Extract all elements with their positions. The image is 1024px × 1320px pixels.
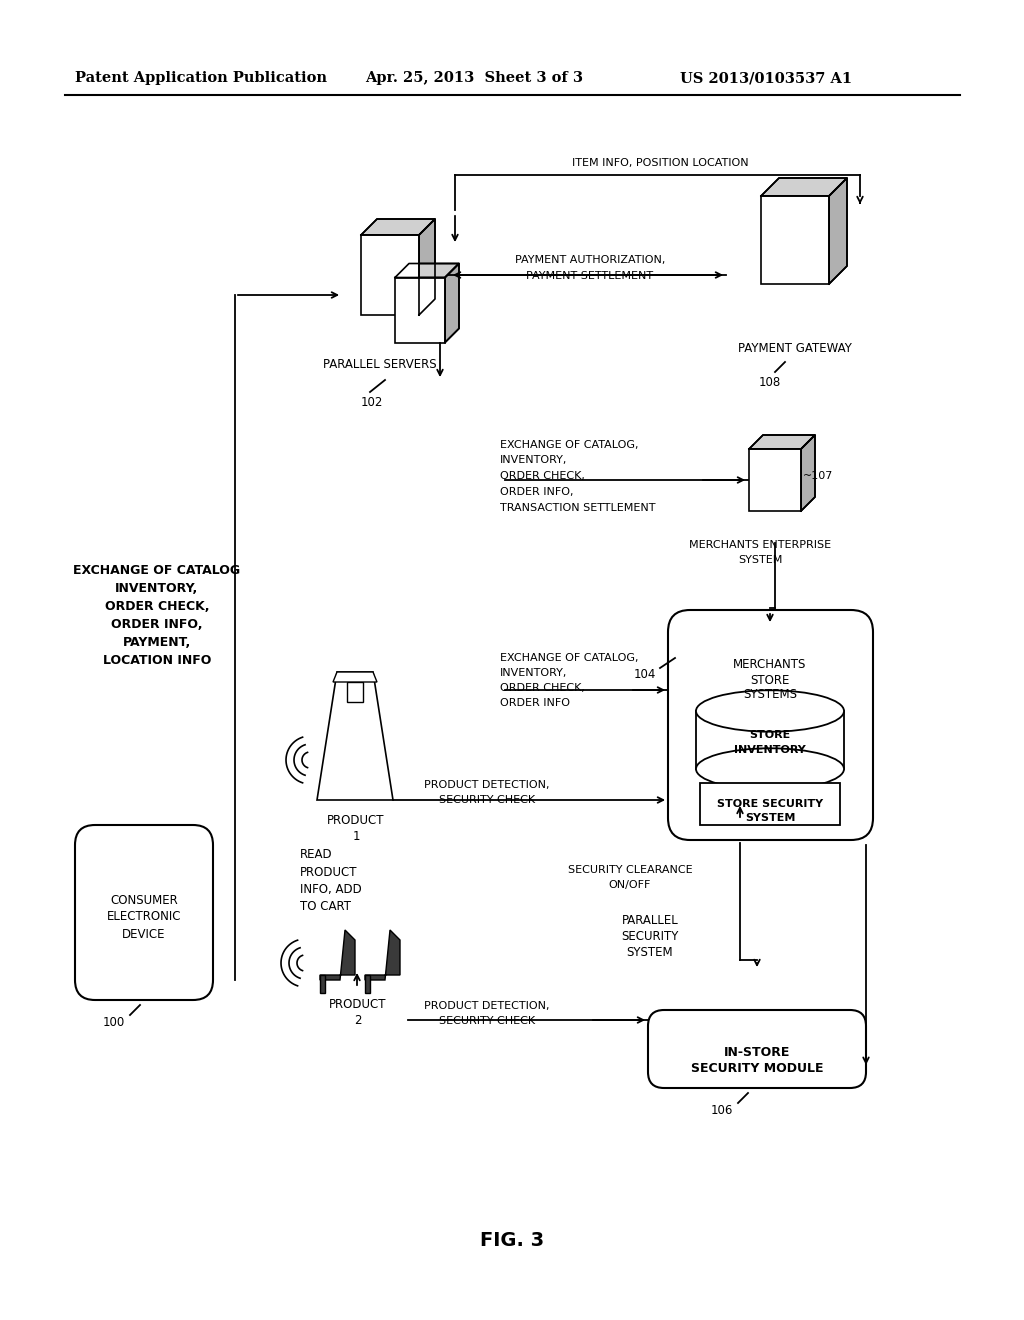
- FancyBboxPatch shape: [75, 825, 213, 1001]
- Text: CONSUMER: CONSUMER: [111, 894, 178, 907]
- Text: 104: 104: [634, 668, 656, 681]
- Text: Apr. 25, 2013  Sheet 3 of 3: Apr. 25, 2013 Sheet 3 of 3: [365, 71, 583, 84]
- FancyBboxPatch shape: [648, 1010, 866, 1088]
- Polygon shape: [319, 931, 355, 979]
- Text: PAYMENT GATEWAY: PAYMENT GATEWAY: [738, 342, 852, 355]
- Text: 100: 100: [102, 1015, 125, 1028]
- Text: ITEM INFO, POSITION LOCATION: ITEM INFO, POSITION LOCATION: [571, 158, 749, 168]
- Polygon shape: [761, 178, 847, 195]
- Text: MERCHANTS: MERCHANTS: [733, 659, 807, 672]
- Text: INVENTORY,: INVENTORY,: [116, 582, 199, 594]
- Text: DEVICE: DEVICE: [122, 928, 166, 940]
- Text: EXCHANGE OF CATALOG: EXCHANGE OF CATALOG: [74, 564, 241, 577]
- Polygon shape: [317, 672, 393, 800]
- Bar: [761, 195, 829, 284]
- Text: 2: 2: [354, 1014, 361, 1027]
- Text: READ: READ: [300, 849, 333, 862]
- Text: MERCHANTS ENTERPRISE: MERCHANTS ENTERPRISE: [689, 540, 831, 550]
- Text: Patent Application Publication: Patent Application Publication: [75, 71, 327, 84]
- Text: PAYMENT AUTHORIZATION,: PAYMENT AUTHORIZATION,: [515, 255, 666, 265]
- Polygon shape: [801, 436, 815, 511]
- FancyBboxPatch shape: [668, 610, 873, 840]
- Polygon shape: [365, 931, 400, 979]
- Text: EXCHANGE OF CATALOG,: EXCHANGE OF CATALOG,: [500, 653, 639, 663]
- Text: SECURITY CHECK: SECURITY CHECK: [439, 1016, 536, 1026]
- Polygon shape: [395, 264, 459, 277]
- Bar: [700, 783, 840, 825]
- Text: 108: 108: [759, 375, 781, 388]
- Polygon shape: [696, 711, 844, 770]
- Text: INVENTORY,: INVENTORY,: [500, 668, 567, 678]
- Text: PRODUCT: PRODUCT: [328, 813, 385, 826]
- Polygon shape: [361, 219, 435, 235]
- Text: ELECTRONIC: ELECTRONIC: [106, 911, 181, 924]
- Text: SYSTEM: SYSTEM: [744, 813, 796, 822]
- Text: PARALLEL: PARALLEL: [622, 913, 678, 927]
- Bar: [395, 277, 445, 342]
- Polygon shape: [365, 975, 370, 993]
- Text: ORDER CHECK,: ORDER CHECK,: [104, 599, 209, 612]
- Text: US 2013/0103537 A1: US 2013/0103537 A1: [680, 71, 852, 84]
- Text: PRODUCT DETECTION,: PRODUCT DETECTION,: [424, 1001, 550, 1011]
- Text: ORDER INFO,: ORDER INFO,: [112, 618, 203, 631]
- Text: IN-STORE: IN-STORE: [724, 1045, 791, 1059]
- Text: SECURITY: SECURITY: [622, 929, 679, 942]
- Text: 106: 106: [711, 1104, 733, 1117]
- Text: SECURITY MODULE: SECURITY MODULE: [691, 1061, 823, 1074]
- Polygon shape: [319, 975, 325, 993]
- Text: SYSTEM: SYSTEM: [627, 945, 674, 958]
- Polygon shape: [445, 264, 459, 342]
- Text: LOCATION INFO: LOCATION INFO: [102, 653, 211, 667]
- Text: PRODUCT DETECTION,: PRODUCT DETECTION,: [424, 780, 550, 789]
- Text: PAYMENT SETTLEMENT: PAYMENT SETTLEMENT: [526, 271, 653, 281]
- Text: TO CART: TO CART: [300, 899, 351, 912]
- Ellipse shape: [696, 690, 844, 731]
- Text: INVENTORY: INVENTORY: [734, 744, 806, 755]
- Text: 102: 102: [360, 396, 383, 408]
- Bar: [749, 449, 801, 511]
- Text: SECURITY CHECK: SECURITY CHECK: [439, 795, 536, 805]
- Text: ~107: ~107: [803, 471, 834, 480]
- Text: INVENTORY,: INVENTORY,: [500, 455, 567, 465]
- Text: TRANSACTION SETTLEMENT: TRANSACTION SETTLEMENT: [500, 503, 655, 513]
- Text: ON/OFF: ON/OFF: [609, 880, 651, 890]
- Text: STORE: STORE: [751, 673, 790, 686]
- Text: ORDER INFO: ORDER INFO: [500, 698, 570, 708]
- Text: 1: 1: [352, 829, 359, 842]
- Text: PARALLEL SERVERS: PARALLEL SERVERS: [324, 359, 437, 371]
- Text: ORDER CHECK,: ORDER CHECK,: [500, 682, 585, 693]
- Polygon shape: [333, 672, 377, 682]
- Polygon shape: [829, 178, 847, 284]
- Text: STORE: STORE: [750, 730, 791, 741]
- Text: SYSTEM: SYSTEM: [738, 554, 782, 565]
- Text: PRODUCT: PRODUCT: [330, 998, 387, 1011]
- Text: ORDER CHECK,: ORDER CHECK,: [500, 471, 585, 480]
- Polygon shape: [749, 436, 815, 449]
- Text: PRODUCT: PRODUCT: [300, 866, 357, 879]
- Text: SECURITY CLEARANCE: SECURITY CLEARANCE: [567, 865, 692, 875]
- Text: STORE SECURITY: STORE SECURITY: [717, 799, 823, 809]
- Text: SYSTEMS: SYSTEMS: [743, 689, 797, 701]
- Text: FIG. 3: FIG. 3: [480, 1230, 544, 1250]
- Polygon shape: [347, 682, 362, 702]
- Text: ORDER INFO,: ORDER INFO,: [500, 487, 573, 498]
- Text: EXCHANGE OF CATALOG,: EXCHANGE OF CATALOG,: [500, 440, 639, 450]
- Text: INFO, ADD: INFO, ADD: [300, 883, 361, 895]
- Polygon shape: [419, 219, 435, 315]
- Text: PAYMENT,: PAYMENT,: [123, 635, 191, 648]
- Bar: [361, 235, 419, 315]
- Ellipse shape: [696, 748, 844, 789]
